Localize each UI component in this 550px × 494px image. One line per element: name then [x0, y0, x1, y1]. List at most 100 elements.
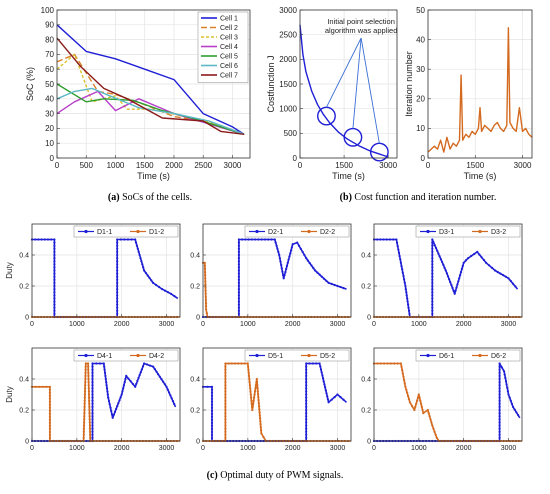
x-tick-label: 1000 [69, 321, 85, 328]
series-marker [158, 375, 161, 378]
series-marker [173, 295, 176, 298]
series-marker [165, 385, 168, 388]
series-line-3 [56, 53, 245, 135]
series-marker [88, 427, 91, 430]
series-marker [43, 238, 46, 241]
series-marker [87, 365, 90, 368]
series-marker [91, 402, 94, 405]
series-marker [149, 364, 152, 367]
series-marker [290, 249, 293, 252]
series-marker [399, 362, 402, 365]
chart-cost: 0 1500 3000 0 500 1000 1500 2000 2500 3000 Time (s… [266, 6, 398, 181]
series-marker [224, 393, 227, 396]
series-marker [393, 362, 396, 365]
legend-label: D5-2 [320, 353, 335, 360]
series-marker [498, 418, 501, 421]
y-tick-label: 20 [45, 124, 54, 133]
series-marker [210, 391, 214, 394]
y-tick-label: 500 [284, 129, 298, 138]
series-marker [53, 281, 56, 284]
series-marker [305, 368, 308, 371]
series-marker [280, 267, 283, 270]
series-line-4 [56, 90, 245, 135]
y-tick-label: 0 [196, 314, 200, 321]
series-marker [255, 377, 258, 381]
series-marker [431, 291, 434, 294]
series-marker [404, 288, 407, 291]
series-marker [308, 362, 311, 365]
series-marker [305, 393, 308, 396]
series-marker [204, 277, 207, 280]
series-marker [41, 385, 44, 388]
series-marker [103, 368, 106, 371]
series-marker [134, 385, 137, 388]
series-marker [48, 403, 52, 406]
series-marker [87, 377, 90, 381]
series-marker [83, 402, 86, 405]
series-marker [131, 382, 134, 386]
series-marker [103, 371, 107, 374]
plot-area [203, 224, 351, 317]
series-marker [325, 279, 328, 282]
legend-box [415, 349, 521, 362]
x-tick-label: 2000 [456, 445, 472, 452]
series-marker [250, 238, 253, 241]
series-marker [342, 287, 345, 290]
series-marker [509, 279, 512, 283]
series-marker [135, 244, 138, 247]
series-marker [204, 302, 208, 305]
x-tick-label: 0 [30, 445, 34, 452]
series-marker [87, 374, 90, 377]
series-marker [120, 393, 123, 396]
series-marker [421, 408, 424, 412]
series-marker [503, 370, 506, 373]
plot-frame [31, 223, 181, 318]
series-marker [241, 238, 244, 241]
series-marker [431, 281, 434, 284]
series-marker [210, 421, 214, 424]
series-marker [431, 284, 434, 288]
series-marker [53, 275, 56, 278]
legend-label: D3-1 [439, 229, 454, 236]
plot-frame [202, 223, 352, 318]
series-marker [494, 269, 497, 272]
series-marker [237, 263, 240, 266]
series-marker [83, 396, 86, 399]
series-marker [281, 270, 284, 273]
series-marker [237, 260, 240, 263]
series-line-1 [56, 24, 245, 135]
series-marker [243, 362, 246, 365]
series-marker [498, 374, 501, 377]
series-marker [275, 244, 278, 247]
series-marker [237, 306, 240, 309]
series-marker [444, 269, 447, 272]
series-marker [163, 383, 166, 386]
plot-frame [31, 347, 181, 442]
series-marker [403, 278, 406, 281]
series-marker [507, 277, 510, 280]
series-marker [91, 399, 94, 402]
series-marker [431, 253, 434, 257]
series-marker [224, 377, 227, 381]
series-marker [413, 408, 416, 412]
series-marker [224, 412, 227, 415]
series-marker [210, 385, 214, 388]
series-marker [305, 396, 308, 399]
series-marker [258, 405, 261, 408]
y-tick-label: 0.2 [361, 283, 371, 290]
series-marker [401, 369, 404, 372]
series-marker [342, 398, 345, 401]
series-marker [305, 384, 308, 387]
series-marker [276, 247, 279, 250]
series-marker [395, 238, 398, 241]
x-tick-label: 0 [201, 445, 205, 452]
series-marker [107, 399, 111, 403]
series-marker [253, 396, 256, 399]
series-marker [416, 396, 420, 399]
y-tick-label: 0.2 [19, 407, 29, 414]
series-marker [45, 385, 48, 388]
series-marker [224, 399, 227, 402]
series-marker [53, 294, 56, 297]
series-marker [224, 427, 227, 430]
series-marker [91, 390, 94, 393]
